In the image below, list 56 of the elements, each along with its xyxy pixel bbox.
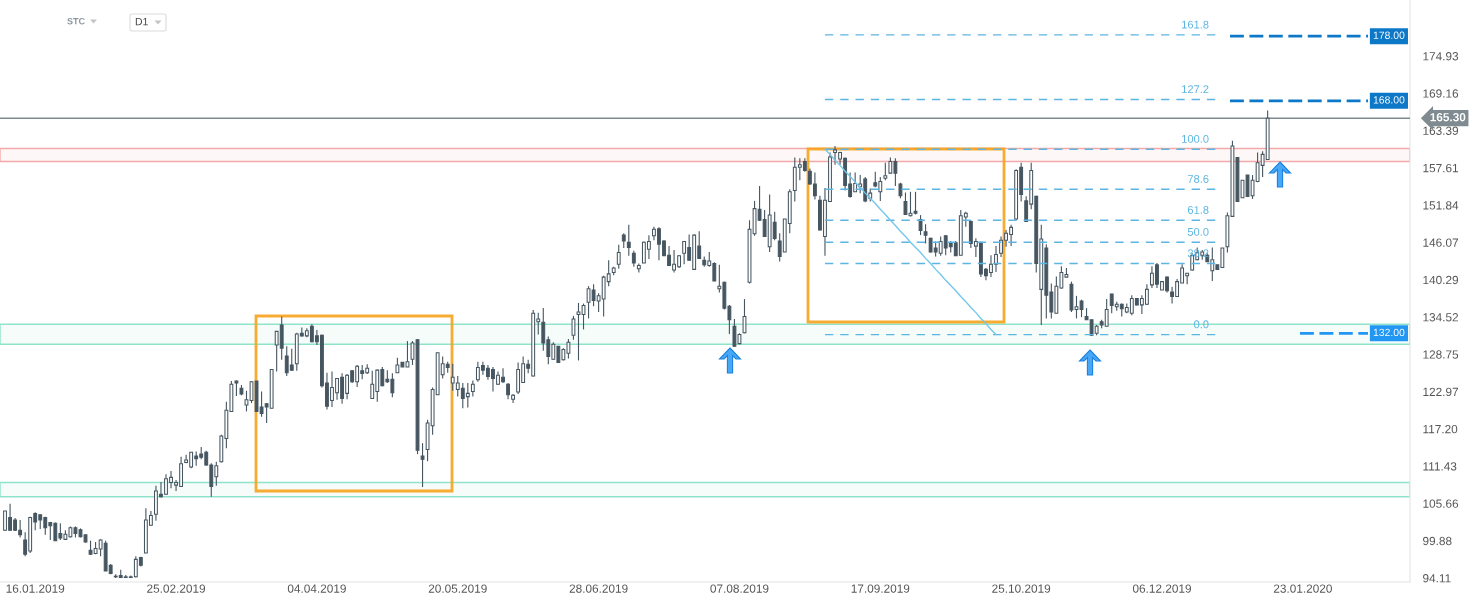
y-tick-label: 128.75 bbox=[1423, 350, 1459, 359]
y-tick-label: 117.20 bbox=[1423, 424, 1458, 434]
x-tick-label: 25.10.2019 bbox=[992, 584, 1051, 593]
ref-line-label: 165.30 bbox=[1430, 113, 1466, 122]
candlestick bbox=[516, 361, 521, 395]
candlestick bbox=[1104, 298, 1109, 327]
y-tick-label: 146.07 bbox=[1423, 238, 1459, 247]
y-tick-label: 151.84 bbox=[1423, 201, 1459, 210]
y-tick-label: 111.43 bbox=[1423, 462, 1457, 471]
y-tick-label: 134.52 bbox=[1423, 313, 1459, 322]
ref-line-label: 178.00 bbox=[1373, 31, 1405, 39]
x-tick-label: 16.01.2019 bbox=[6, 584, 65, 593]
y-tick-label: 122.97 bbox=[1423, 387, 1459, 397]
x-tick-label: 25.02.2019 bbox=[147, 584, 206, 593]
x-tick-label: 06.12.2019 bbox=[1132, 584, 1191, 593]
y-tick-label: 140.29 bbox=[1423, 275, 1459, 285]
candlestick bbox=[923, 223, 928, 245]
candlestick bbox=[420, 442, 425, 488]
candlestick bbox=[636, 262, 641, 274]
candlestick bbox=[1144, 283, 1149, 306]
x-tick-label: 04.04.2019 bbox=[287, 584, 346, 593]
line-series bbox=[824, 148, 997, 336]
series-label: 161.8 bbox=[1182, 20, 1209, 29]
series-label: 127.2 bbox=[1182, 85, 1209, 93]
x-tick-label: 20.05.2019 bbox=[428, 584, 487, 593]
series-label: 100.0 bbox=[1182, 134, 1209, 143]
candlestick bbox=[370, 370, 375, 400]
x-tick-label: 07.08.2019 bbox=[710, 584, 769, 593]
x-tick-label: 23.01.2020 bbox=[1273, 584, 1332, 593]
annotation: STC bbox=[67, 18, 85, 25]
candlestick bbox=[470, 379, 475, 398]
y-tick-label: 174.93 bbox=[1423, 52, 1459, 61]
series-label: 50.0 bbox=[1187, 228, 1209, 236]
candlestick bbox=[465, 382, 470, 409]
y-tick-label: 99.88 bbox=[1423, 536, 1452, 546]
y-tick-label: 157.61 bbox=[1423, 163, 1459, 173]
candlestick bbox=[918, 214, 923, 236]
series-label: 61.8 bbox=[1187, 206, 1209, 214]
series-label: 78.6 bbox=[1187, 175, 1209, 183]
ref-line-label: 132.00 bbox=[1373, 328, 1405, 337]
y-tick-label: 94.11 bbox=[1423, 574, 1451, 583]
y-tick-label: 169.16 bbox=[1423, 89, 1459, 98]
y-tick-label: 105.66 bbox=[1423, 499, 1459, 508]
annotation: D1 bbox=[135, 18, 148, 26]
y-tick-label: 163.39 bbox=[1423, 126, 1459, 135]
x-tick-label: 17.09.2019 bbox=[851, 584, 910, 593]
candlestick bbox=[289, 348, 294, 372]
candlestick bbox=[626, 224, 631, 257]
candlestick bbox=[742, 298, 747, 334]
candlestick bbox=[616, 244, 621, 270]
candlestick bbox=[646, 234, 651, 260]
candlestick bbox=[571, 315, 576, 341]
candlestick bbox=[279, 315, 284, 361]
candlestick bbox=[812, 171, 817, 201]
ref-line-label: 168.00 bbox=[1373, 96, 1405, 104]
x-tick-label: 28.06.2019 bbox=[569, 584, 628, 593]
